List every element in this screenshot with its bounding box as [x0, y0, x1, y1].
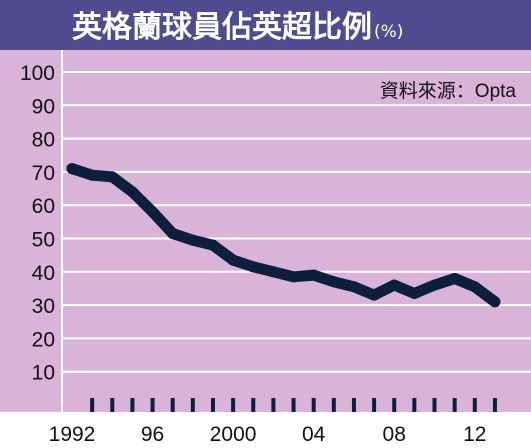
title-bar: [0, 0, 531, 50]
chart-title: 英格蘭球員佔英超比例 (%): [72, 10, 403, 45]
data-point: [106, 171, 118, 183]
data-point: [86, 169, 98, 181]
data-point: [328, 276, 340, 288]
data-point: [408, 287, 420, 299]
data-point: [207, 239, 219, 251]
y-tick-label: 100: [20, 62, 55, 85]
plot-area: [0, 50, 531, 412]
y-tick-label: 30: [32, 295, 55, 318]
y-tick-label: 90: [32, 95, 55, 118]
data-point: [288, 271, 300, 283]
y-tick-label: 60: [32, 195, 55, 218]
y-tick-label: 50: [32, 229, 55, 252]
data-point: [308, 269, 320, 281]
y-tick-labels: 10 20 30 40 50 60 70 80 90 100: [20, 62, 55, 385]
data-point: [449, 272, 461, 284]
x-tick-label: 12: [463, 423, 486, 446]
data-point: [187, 234, 199, 246]
y-tick-label: 80: [32, 129, 55, 152]
x-tick-label: 1992: [49, 423, 96, 446]
x-tick-label: 96: [141, 423, 164, 446]
source-note: 資料來源：Opta: [380, 80, 517, 102]
data-point: [267, 266, 279, 278]
data-point: [469, 281, 481, 293]
data-point: [429, 279, 441, 291]
chart-title-unit: (%): [374, 22, 403, 42]
series-line: [66, 163, 501, 308]
x-ticks: 1992 96 2000 04 08 12: [49, 398, 497, 446]
series-group: [66, 163, 501, 308]
data-point: [368, 289, 380, 301]
data-point: [66, 163, 78, 175]
y-tick-label: 40: [32, 262, 55, 285]
chart-title-main: 英格蘭球員佔英超比例: [72, 10, 372, 45]
y-tick-label: 70: [32, 162, 55, 185]
x-tick-label: 08: [383, 423, 406, 446]
data-point: [147, 206, 159, 218]
data-point: [388, 279, 400, 291]
x-axis-band: [0, 412, 531, 448]
data-point: [489, 296, 501, 308]
x-tick-label: 04: [302, 423, 326, 446]
data-point: [227, 254, 239, 266]
data-point: [348, 281, 360, 293]
y-tick-label: 20: [32, 328, 55, 351]
data-point: [126, 186, 138, 198]
data-point: [247, 261, 259, 273]
gridlines: [61, 50, 531, 412]
x-tick-label: 2000: [210, 423, 257, 446]
y-tick-label: 10: [32, 362, 55, 385]
data-point: [167, 228, 179, 240]
